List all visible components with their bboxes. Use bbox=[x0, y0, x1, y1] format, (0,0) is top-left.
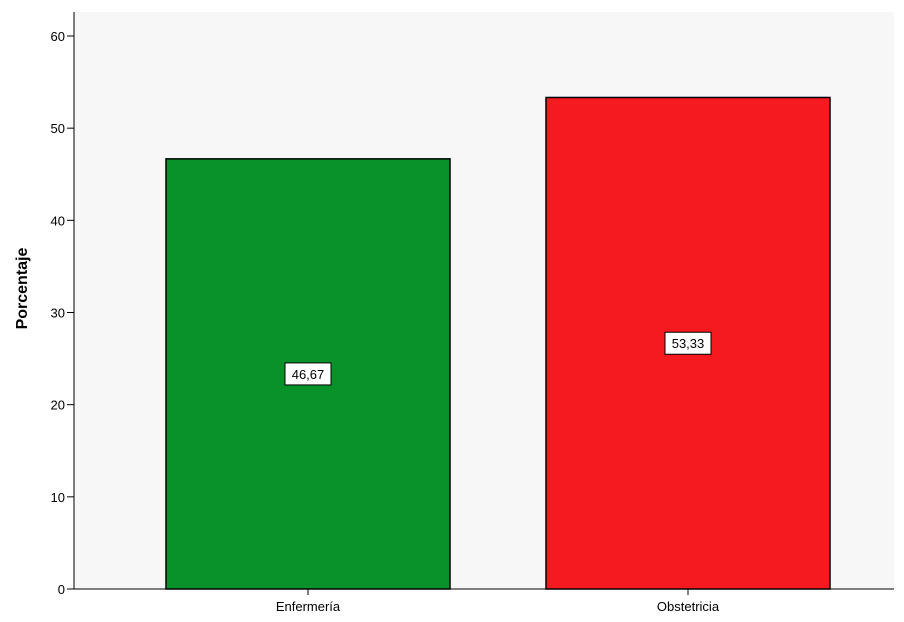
data-label: 46,67 bbox=[292, 367, 325, 382]
y-tick-label: 10 bbox=[51, 490, 65, 505]
x-tick-label: Obstetricia bbox=[657, 599, 720, 614]
y-tick-label: 40 bbox=[51, 213, 65, 228]
x-tick-label: Enfermería bbox=[276, 599, 341, 614]
data-label: 53,33 bbox=[672, 336, 705, 351]
x-axis-ticks: Enfermería Obstetricia bbox=[276, 589, 720, 614]
y-tick-label: 0 bbox=[58, 582, 65, 597]
y-tick-label: 60 bbox=[51, 29, 65, 44]
y-tick-label: 30 bbox=[51, 306, 65, 321]
bars: 46,67 53,33 bbox=[165, 96, 831, 590]
y-tick-label: 20 bbox=[51, 398, 65, 413]
data-label-box bbox=[284, 362, 332, 386]
data-label-box bbox=[664, 331, 712, 355]
y-tick-label: 50 bbox=[51, 121, 65, 136]
y-axis-ticks: 0 10 20 30 40 50 60 bbox=[51, 29, 74, 597]
y-axis-label: Porcentaje bbox=[14, 247, 31, 329]
